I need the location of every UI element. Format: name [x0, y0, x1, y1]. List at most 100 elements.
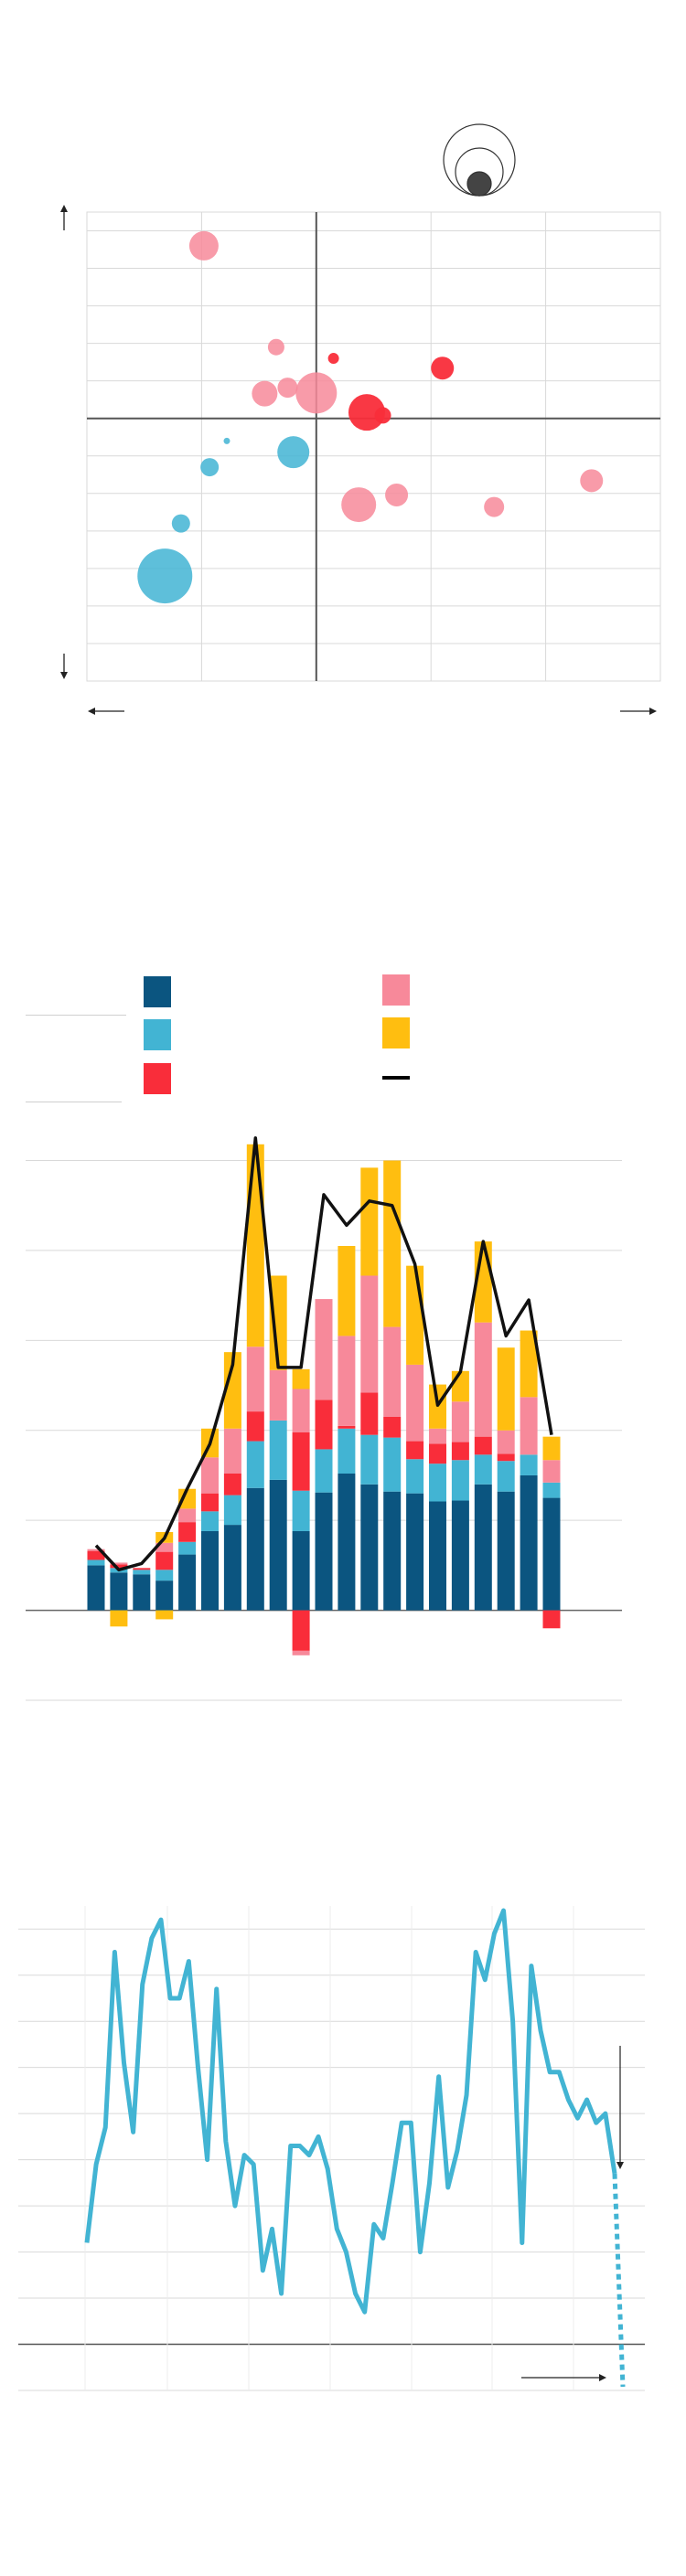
bar-segment-negative-amber [155, 1610, 174, 1620]
bubble-point [341, 487, 377, 523]
bar-segment-red [315, 1400, 333, 1450]
bubble-point [200, 458, 220, 477]
bar-segment-navy [383, 1491, 402, 1611]
bar-segment-navy [429, 1501, 446, 1611]
legend-swatch-navy [144, 976, 171, 1007]
bar-segment-red [406, 1441, 424, 1460]
bar-segment-negative-amber [110, 1610, 128, 1627]
bar-segment-amber [520, 1330, 538, 1398]
bar-segment-pink [269, 1369, 287, 1421]
bar-segment-pink [338, 1336, 356, 1426]
bubble-point [223, 437, 230, 444]
bar-segment-negative-pink [292, 1650, 310, 1655]
bar-segment-navy [542, 1497, 561, 1611]
bar-segment-cyan [292, 1490, 310, 1531]
bar-segment-pink [178, 1508, 197, 1523]
bar-segment-amber [406, 1265, 424, 1365]
bar-segment-amber [269, 1275, 287, 1370]
legend-swatch-red [144, 1063, 171, 1094]
bar-segment-red [429, 1443, 446, 1464]
bar-segment-navy [246, 1487, 264, 1611]
bar-segment-amber [292, 1368, 310, 1389]
bar-segment-pink [246, 1347, 264, 1412]
bubble-point [277, 378, 298, 399]
bar-segment-cyan [246, 1441, 264, 1488]
legend-swatch-amber [382, 1017, 410, 1048]
bar-segment-red [155, 1551, 174, 1570]
bubble-point [431, 357, 455, 380]
bar-segment-amber [223, 1352, 241, 1429]
bar-segment-cyan [542, 1482, 561, 1498]
bar-segment-pink [497, 1430, 515, 1454]
stacked-bar-chart-panel [0, 914, 686, 1737]
bar-segment-navy [497, 1491, 515, 1611]
stacked-bar-chart [26, 1136, 622, 1701]
bar-segment-navy [406, 1493, 424, 1611]
bar-segment-pink [155, 1542, 174, 1552]
bar-segment-navy [360, 1484, 379, 1611]
bar-segment-cyan [520, 1454, 538, 1475]
bubble-point [171, 514, 190, 533]
bar-segment-red [87, 1550, 105, 1560]
bar-segment-cyan [429, 1464, 446, 1502]
legend-swatch-cyan [144, 1019, 171, 1050]
bar-segment-navy [133, 1574, 151, 1611]
y-up-arrowhead [60, 205, 68, 212]
bar-segment-cyan [383, 1437, 402, 1492]
bar-segment-red [360, 1392, 379, 1435]
line-series [84, 1908, 617, 2315]
bar-segment-navy [87, 1565, 105, 1611]
bar-segment-red [246, 1411, 264, 1442]
bar-segment-pink [451, 1401, 469, 1442]
line-chart-panel [0, 1856, 686, 2496]
bar-segment-red [201, 1493, 219, 1512]
bar-segment-pink [383, 1326, 402, 1417]
size-legend-circle [466, 171, 492, 197]
bar-segment-pink [406, 1364, 424, 1442]
bar-segment-amber [542, 1436, 561, 1461]
bar-segment-navy [223, 1525, 241, 1611]
bar-segment-pink [201, 1457, 219, 1494]
bar-segment-navy [520, 1474, 538, 1611]
bubble-point [484, 496, 505, 517]
bar-segment-pink [110, 1562, 128, 1565]
bar-segment-pink [360, 1275, 379, 1393]
bar-segment-pink [429, 1428, 446, 1444]
bubble-point [295, 372, 338, 414]
bar-segment-red [133, 1568, 151, 1570]
plot-frame [86, 211, 661, 682]
x-right-arrowhead [649, 708, 657, 715]
bar-segment-pink [542, 1460, 561, 1483]
legend-divider [26, 1015, 126, 1016]
bar-segment-negative-red [292, 1610, 310, 1651]
bar-segment-cyan [178, 1541, 197, 1555]
bar-segment-amber [360, 1167, 379, 1276]
bar-segment-navy [110, 1572, 128, 1611]
bar-segment-navy [201, 1530, 219, 1611]
bar-segment-cyan [360, 1434, 379, 1485]
bar-segment-amber [246, 1144, 264, 1347]
bubble-point [188, 230, 219, 261]
legend-line-black [382, 1076, 410, 1080]
bar-segment-red [474, 1436, 492, 1455]
bar-segment-pink [315, 1299, 333, 1400]
bar-segment-cyan [201, 1511, 219, 1531]
x-left-arrowhead [88, 708, 95, 715]
bar-segment-red [110, 1564, 128, 1569]
bar-segment-pink [520, 1397, 538, 1455]
bar-segment-pink [223, 1428, 241, 1474]
bar-segment-pink [474, 1322, 492, 1437]
legend-swatch-pink [382, 974, 410, 1006]
bubble-point [327, 353, 339, 365]
bubble-point [374, 407, 391, 424]
bar-segment-navy [315, 1492, 333, 1611]
bar-segment-navy [451, 1500, 469, 1611]
annotation-arrowhead [616, 2162, 624, 2169]
bar-segment-navy [178, 1554, 197, 1611]
bar-segment-amber [451, 1370, 469, 1402]
bar-segment-amber [383, 1160, 402, 1327]
bar-segment-amber [497, 1347, 515, 1431]
bar-segment-navy [292, 1530, 310, 1611]
bar-segment-red [451, 1442, 469, 1461]
forecast-dotted-line [612, 2173, 626, 2388]
